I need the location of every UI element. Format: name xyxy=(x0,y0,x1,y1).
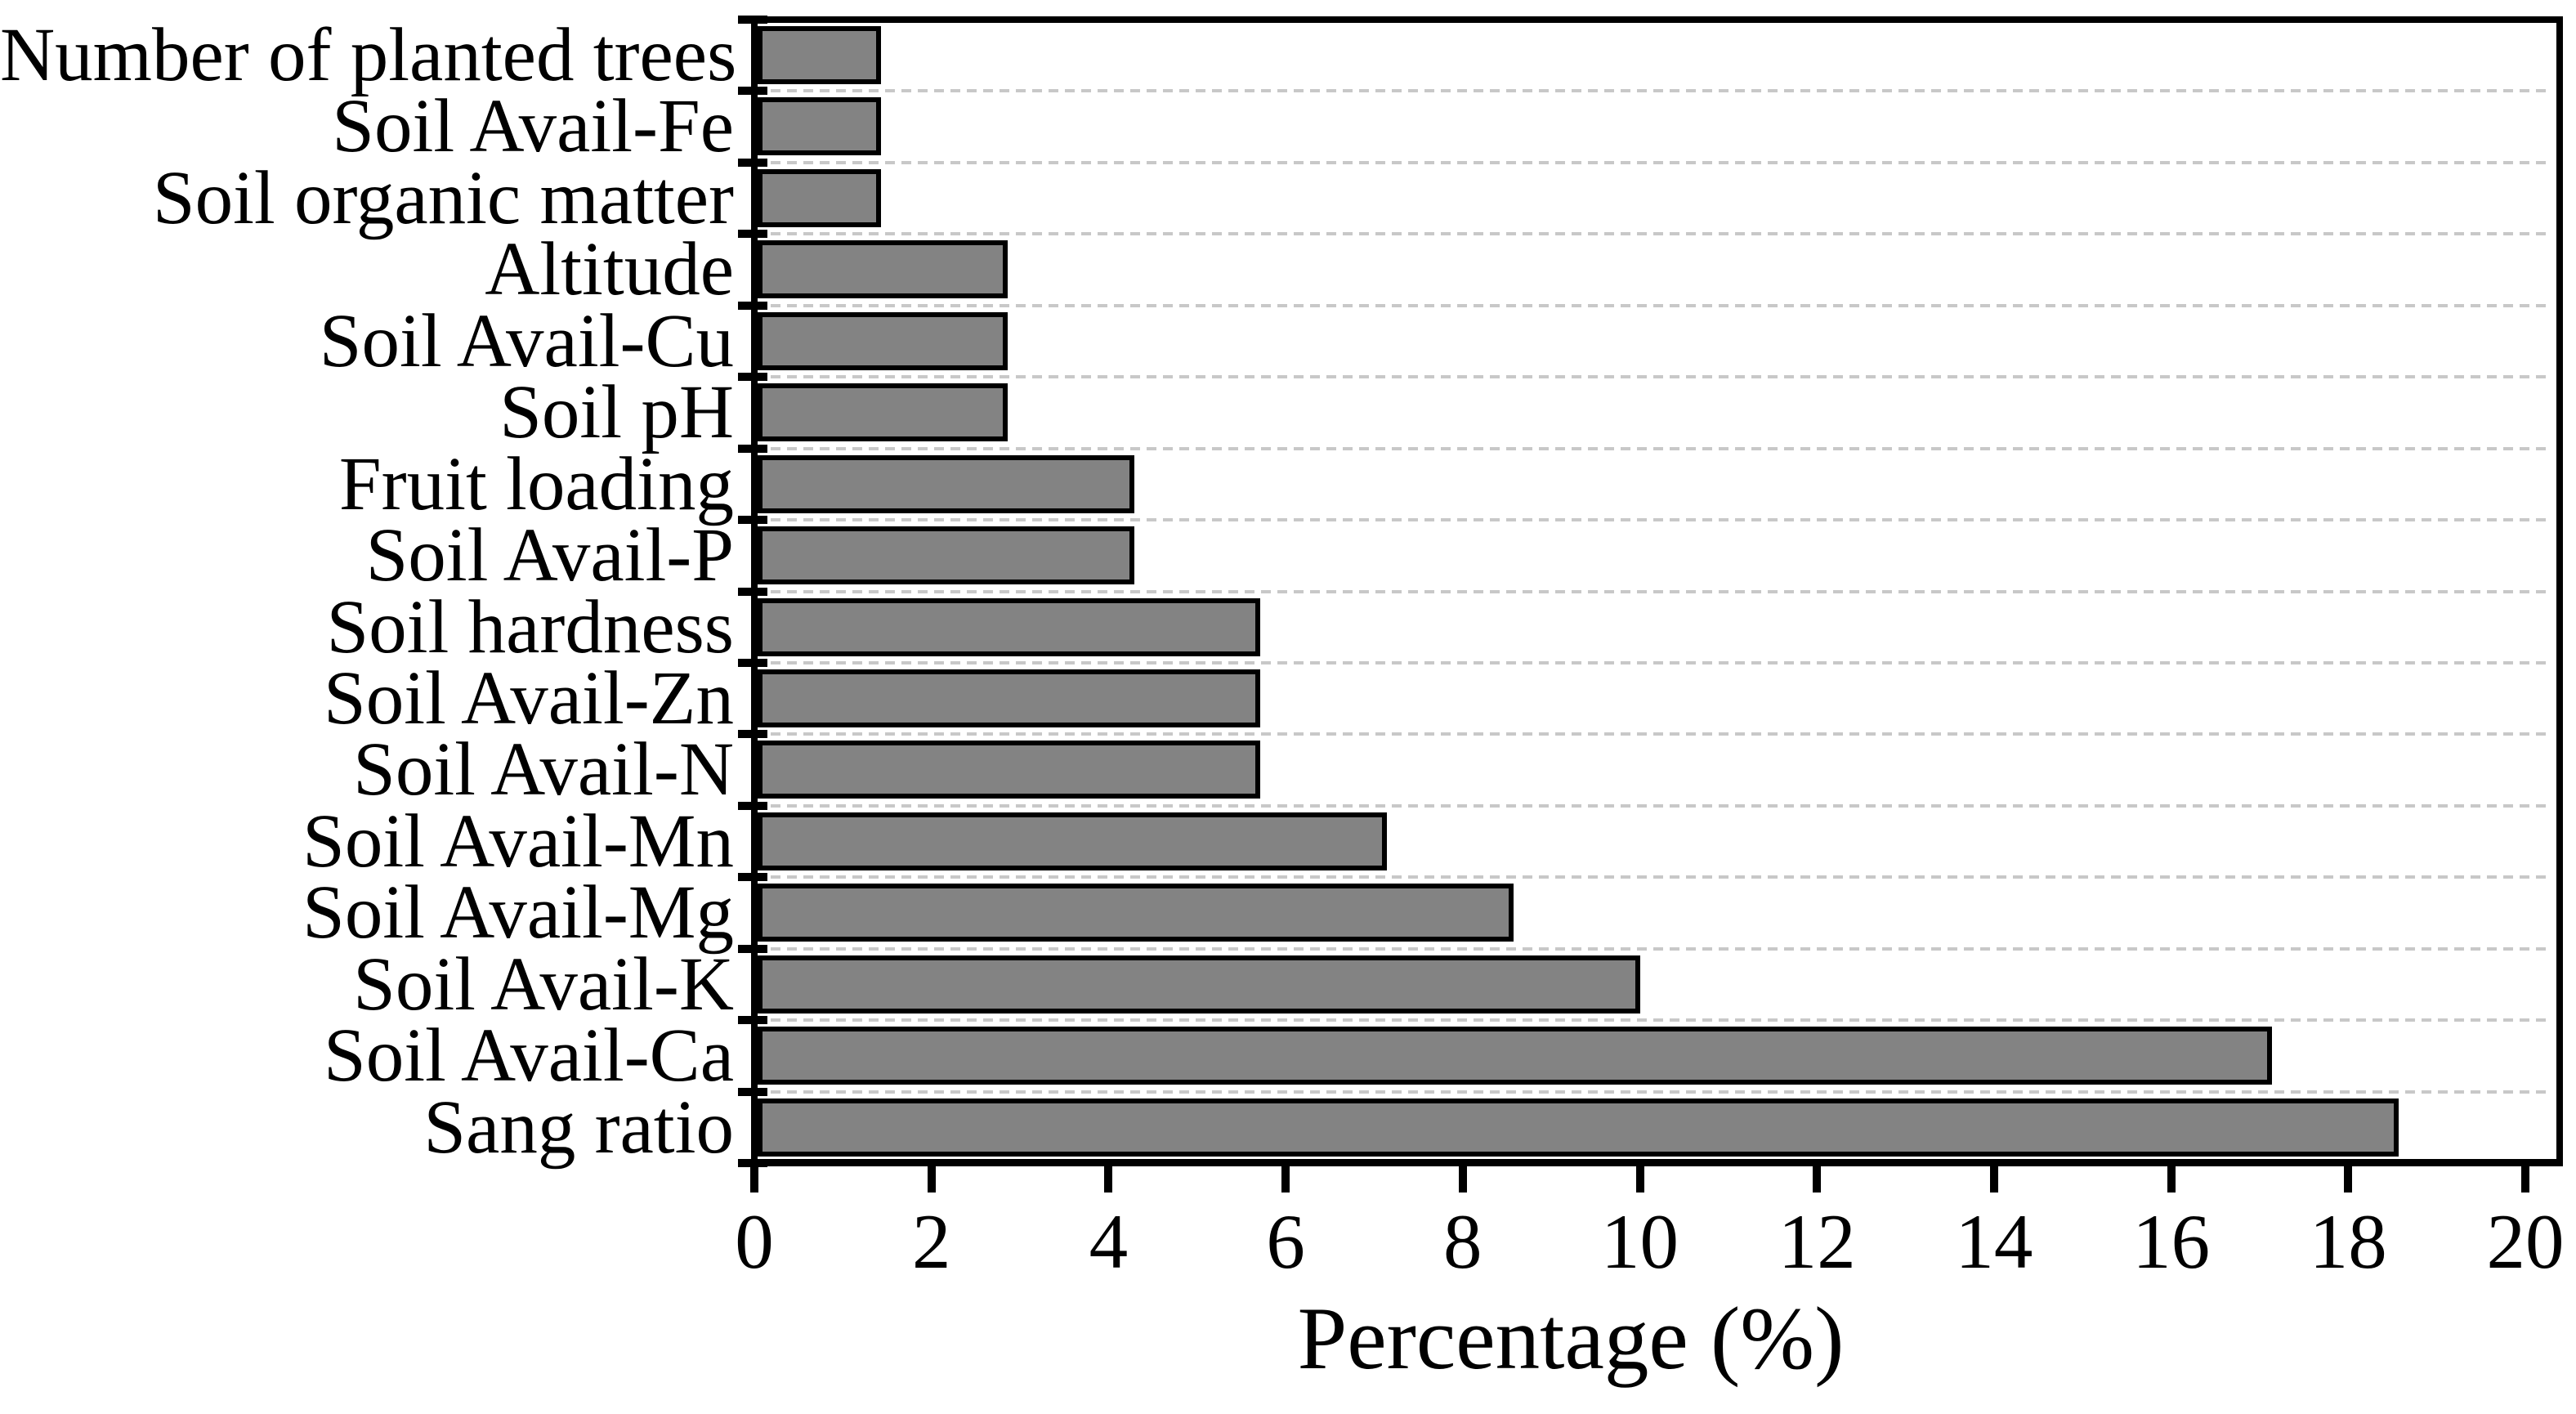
x-axis-tick-label: 8 xyxy=(1443,1198,1483,1285)
bar xyxy=(758,526,1134,585)
y-axis-tick xyxy=(738,944,767,953)
category-label: Soil Avail-P xyxy=(365,513,734,598)
x-axis-tick-label: 2 xyxy=(911,1198,951,1285)
category-boundary-gridline xyxy=(771,803,2550,808)
category-label: Soil Avail-K xyxy=(353,942,734,1027)
bar xyxy=(758,812,1387,870)
category-label: Sang ratio xyxy=(423,1085,734,1170)
bar xyxy=(758,168,881,227)
category-label: Soil Avail-Mn xyxy=(302,799,734,884)
x-axis-tick-label: 20 xyxy=(2486,1198,2565,1285)
category-label: Soil pH xyxy=(499,370,734,455)
y-axis-tick xyxy=(738,1087,767,1096)
category-label: Soil organic matter xyxy=(152,155,734,240)
category-label: Soil Avail-Cu xyxy=(319,298,734,383)
y-axis-tick xyxy=(738,1159,767,1168)
bar xyxy=(758,669,1260,727)
x-axis-tick-label: 10 xyxy=(1601,1198,1679,1285)
y-axis-tick xyxy=(738,587,767,596)
bar xyxy=(758,311,1008,370)
category-boundary-gridline xyxy=(771,1090,2550,1094)
y-axis-tick xyxy=(738,730,767,739)
bar xyxy=(758,597,1260,656)
y-axis-tick xyxy=(738,301,767,310)
y-axis-tick xyxy=(738,801,767,810)
bar xyxy=(758,26,881,84)
x-axis-tick xyxy=(1281,1166,1290,1193)
y-axis-tick xyxy=(738,158,767,167)
category-boundary-gridline xyxy=(771,660,2550,664)
x-axis-tick xyxy=(1813,1166,1822,1193)
x-axis-tick-label: 18 xyxy=(2309,1198,2387,1285)
category-boundary-gridline xyxy=(771,89,2550,93)
category-label: Altitude xyxy=(485,227,734,312)
bar xyxy=(758,383,1008,442)
category-label: Soil Avail-Ca xyxy=(323,1014,734,1099)
x-axis-tick xyxy=(927,1166,936,1193)
x-axis-tick-label: 16 xyxy=(2132,1198,2211,1285)
y-axis-tick xyxy=(738,373,767,382)
bar xyxy=(758,741,1260,799)
x-axis-tick-label: 14 xyxy=(1955,1198,2033,1285)
category-boundary-gridline xyxy=(771,1018,2550,1022)
x-axis-tick xyxy=(2167,1166,2176,1193)
x-axis-tick xyxy=(1104,1166,1113,1193)
x-axis-tick xyxy=(1635,1166,1644,1193)
category-boundary-gridline xyxy=(771,232,2550,236)
plot-area xyxy=(758,23,2556,1159)
x-axis-tick-label: 0 xyxy=(735,1198,774,1285)
x-axis-tick xyxy=(2344,1166,2353,1193)
category-boundary-gridline xyxy=(771,375,2550,379)
x-axis-tick xyxy=(750,1166,758,1193)
y-axis-tick xyxy=(738,87,767,96)
y-axis-tick xyxy=(738,1016,767,1025)
bar xyxy=(758,1027,2272,1085)
category-label: Soil Avail-N xyxy=(353,727,734,812)
category-label: Soil Avail-Zn xyxy=(323,656,734,741)
category-boundary-gridline xyxy=(771,732,2550,736)
x-axis-tick-label: 4 xyxy=(1089,1198,1129,1285)
bar xyxy=(758,884,1514,942)
category-label: Soil Avail-Mg xyxy=(302,870,734,955)
x-axis-tick xyxy=(1989,1166,1998,1193)
category-label: Number of planted trees xyxy=(0,13,737,97)
category-label: Soil hardness xyxy=(326,584,734,669)
y-axis-tick xyxy=(738,16,767,24)
category-label: Soil Avail-Fe xyxy=(332,84,734,169)
category-boundary-gridline xyxy=(771,518,2550,522)
bar xyxy=(758,240,1008,299)
bar xyxy=(758,955,1640,1014)
y-axis-tick xyxy=(738,658,767,667)
category-boundary-gridline xyxy=(771,589,2550,593)
y-axis-tick xyxy=(738,444,767,453)
bar xyxy=(758,97,881,156)
category-boundary-gridline xyxy=(771,946,2550,951)
y-axis-tick xyxy=(738,873,767,882)
x-axis-tick-label: 12 xyxy=(1778,1198,1856,1285)
category-boundary-gridline xyxy=(771,303,2550,307)
x-axis-tick-label: 6 xyxy=(1266,1198,1305,1285)
category-boundary-gridline xyxy=(771,446,2550,450)
x-axis-tick xyxy=(2521,1166,2529,1193)
x-axis-tick xyxy=(1458,1166,1467,1193)
category-label: Fruit loading xyxy=(338,441,734,526)
y-axis-tick xyxy=(738,516,767,525)
category-boundary-gridline xyxy=(771,875,2550,879)
bar xyxy=(758,1098,2399,1157)
x-axis-title: Percentage (%) xyxy=(1297,1289,1845,1388)
category-boundary-gridline xyxy=(771,160,2550,164)
bar xyxy=(758,454,1134,513)
y-axis-tick xyxy=(738,230,767,239)
